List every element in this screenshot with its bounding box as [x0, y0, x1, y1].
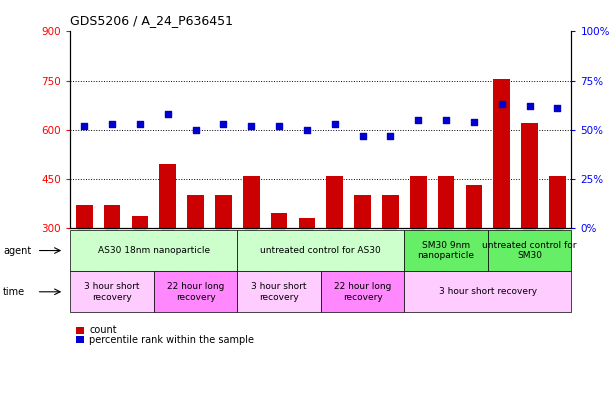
Point — [274, 123, 284, 129]
Bar — [466, 185, 482, 228]
Bar — [187, 195, 204, 228]
Text: 3 hour short
recovery: 3 hour short recovery — [84, 282, 140, 301]
Point — [330, 121, 340, 127]
Text: untreated control for
SM30: untreated control for SM30 — [482, 241, 577, 260]
Point — [357, 132, 367, 139]
Text: 3 hour short recovery: 3 hour short recovery — [439, 287, 537, 296]
Bar — [76, 205, 92, 228]
Point — [525, 103, 535, 109]
Bar — [410, 176, 426, 228]
Bar — [215, 195, 232, 228]
Bar — [493, 79, 510, 228]
Point — [163, 111, 172, 117]
Point — [441, 117, 451, 123]
Bar — [549, 176, 566, 228]
Text: 3 hour short
recovery: 3 hour short recovery — [251, 282, 307, 301]
Bar — [159, 164, 176, 228]
Bar — [326, 176, 343, 228]
Bar — [437, 176, 455, 228]
Point — [469, 119, 479, 125]
Point — [302, 127, 312, 133]
Text: SM30 9nm
nanoparticle: SM30 9nm nanoparticle — [417, 241, 475, 260]
Bar — [299, 218, 315, 228]
Bar — [243, 176, 260, 228]
Text: AS30 18nm nanoparticle: AS30 18nm nanoparticle — [98, 246, 210, 255]
Text: percentile rank within the sample: percentile rank within the sample — [89, 335, 254, 345]
Text: agent: agent — [3, 246, 31, 255]
Bar — [354, 195, 371, 228]
Point — [497, 101, 507, 107]
Point — [246, 123, 256, 129]
Text: time: time — [3, 287, 25, 297]
Bar — [131, 217, 148, 228]
Text: count: count — [89, 325, 117, 335]
Point — [552, 105, 562, 111]
Bar — [104, 205, 120, 228]
Point — [107, 121, 117, 127]
Bar — [382, 195, 399, 228]
Point — [219, 121, 229, 127]
Bar — [521, 123, 538, 228]
Text: untreated control for AS30: untreated control for AS30 — [260, 246, 381, 255]
Text: 22 hour long
recovery: 22 hour long recovery — [334, 282, 391, 301]
Text: GDS5206 / A_24_P636451: GDS5206 / A_24_P636451 — [70, 14, 233, 27]
Text: 22 hour long
recovery: 22 hour long recovery — [167, 282, 224, 301]
Point — [386, 132, 395, 139]
Point — [413, 117, 423, 123]
Point — [191, 127, 200, 133]
Bar — [271, 213, 287, 228]
Point — [135, 121, 145, 127]
Point — [79, 123, 89, 129]
